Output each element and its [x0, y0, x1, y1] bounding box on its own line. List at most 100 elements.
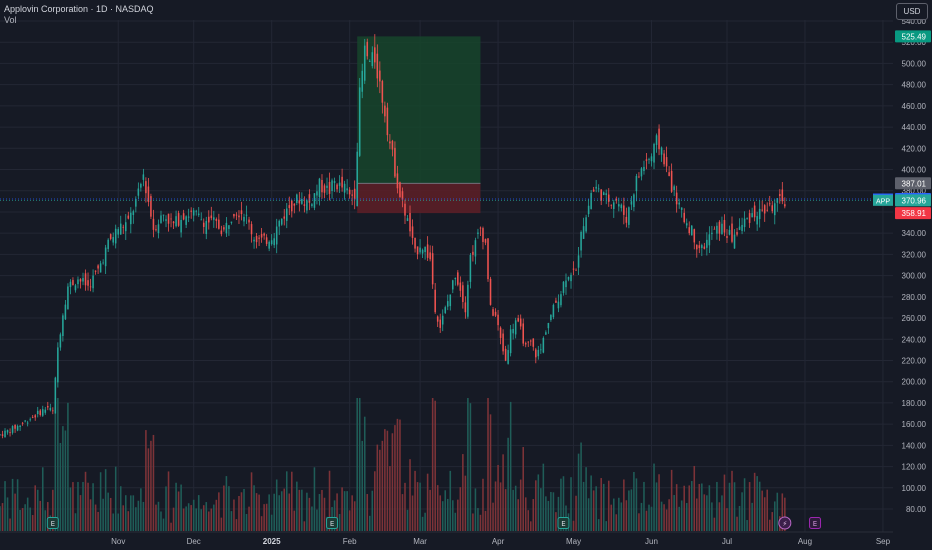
candle-body [565, 280, 567, 288]
volume-bar [135, 507, 137, 531]
profit-zone [357, 36, 481, 184]
volume-bar [243, 488, 245, 531]
candle-body [29, 419, 31, 421]
long-position-tool[interactable] [357, 36, 481, 214]
volume-bar [74, 513, 77, 531]
candle-body [316, 191, 318, 196]
event-marker-label: ⚡ [782, 520, 787, 528]
volume-bar [336, 493, 338, 531]
candle-body [223, 227, 225, 230]
candle-body [555, 300, 557, 303]
stop-price-label-bg [895, 207, 931, 220]
volume-bars [0, 398, 786, 531]
candle-body [21, 422, 24, 424]
price-tick-label: 260.00 [902, 314, 927, 323]
event-marker-earnings-upcoming[interactable]: E [809, 517, 822, 529]
candle-body [386, 107, 389, 136]
candle-body [773, 203, 776, 216]
volume-bar [52, 489, 54, 531]
volume-bar [497, 464, 499, 531]
volume-bar [273, 493, 275, 531]
candle-body [240, 210, 243, 215]
price-axis[interactable]: 80.00 100.00 120.00 140.00 160.00 180.00 200.0… [893, 0, 932, 550]
volume-bar [132, 495, 135, 531]
volume-bar [119, 486, 122, 531]
candle-body [439, 319, 441, 328]
event-marker-split[interactable]: ⚡ [778, 516, 792, 530]
volume-bar [157, 501, 160, 531]
volume-bar [389, 466, 391, 531]
candle-body [296, 194, 298, 204]
entry-price-label: 387.01 [902, 179, 927, 188]
volume-bar [650, 506, 653, 531]
volume-bar [11, 478, 14, 531]
volume-bar [356, 398, 358, 531]
candle-body [187, 216, 190, 218]
candle-body [162, 214, 165, 216]
volume-bar [673, 495, 675, 531]
volume-bar [469, 403, 472, 531]
candle-body [258, 237, 260, 239]
volume-bar [366, 494, 369, 531]
volume-bar [29, 507, 31, 531]
candle-body [763, 205, 766, 214]
candle-body [449, 294, 452, 307]
volume-bar [59, 442, 62, 531]
candle-body [482, 228, 484, 242]
volume-bar [517, 499, 519, 531]
event-marker-bg [809, 517, 822, 529]
volume-bar [167, 471, 170, 531]
chart-legend: Applovin Corporation · 1D · NASDAQ Vol [4, 4, 154, 26]
candle-body [157, 224, 160, 234]
candle-body [130, 212, 132, 225]
candle-body [711, 232, 713, 235]
candle-body [197, 213, 200, 215]
candle-body [673, 186, 675, 190]
volume-bar [293, 510, 296, 531]
volume-bar [431, 398, 434, 531]
candle-body [336, 184, 338, 190]
volume-bar [333, 500, 336, 531]
volume-bar [746, 520, 748, 531]
candle-body [625, 216, 628, 223]
volume-bar [763, 497, 766, 531]
last-price-label-bg [895, 194, 931, 207]
candle-body [26, 422, 29, 424]
volume-bar [570, 477, 572, 531]
candle-body [479, 227, 482, 229]
volume-bar [602, 483, 605, 531]
candle-body [31, 416, 34, 418]
volume-bar [404, 482, 406, 531]
candle-body [602, 192, 605, 196]
volume-bar [665, 509, 668, 531]
currency-button[interactable]: USD [896, 3, 928, 20]
volume-bar [557, 496, 560, 531]
time-axis[interactable]: Nov Dec 2025 Feb Mar Apr May Jun Jul Aug Sep [0, 531, 932, 550]
event-marker-earnings[interactable]: E [326, 517, 339, 529]
event-marker-earnings[interactable]: E [557, 517, 570, 529]
event-marker-earnings[interactable]: E [46, 517, 59, 529]
candle-body [464, 302, 467, 313]
volume-bar [741, 492, 743, 531]
volume-bar [107, 492, 109, 531]
volume-bar [102, 498, 104, 531]
volume-bar [547, 500, 550, 531]
candle-body [49, 407, 52, 411]
candle-body [358, 87, 361, 156]
candle-body [353, 188, 356, 200]
price-tick-label: 180.00 [902, 399, 927, 408]
candle-body [756, 216, 758, 225]
volume-bar [660, 501, 663, 531]
candle-body [477, 232, 479, 234]
volume-bar [605, 521, 608, 531]
candle-body [444, 307, 447, 313]
candle-body [678, 202, 680, 205]
volume-bar [343, 491, 346, 531]
volume-bar [97, 511, 99, 531]
event-markers[interactable]: E E E ⚡ E [46, 516, 822, 530]
candle-body [434, 289, 436, 313]
candle-body [82, 278, 84, 282]
volume-bar [680, 500, 683, 531]
volume-bar [753, 472, 756, 531]
